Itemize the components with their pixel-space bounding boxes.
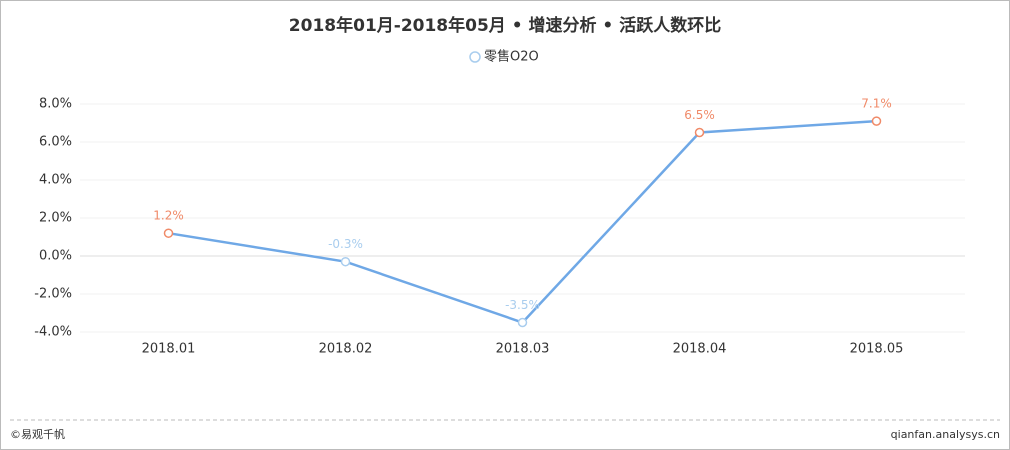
x-tick-label: 2018.02 xyxy=(319,342,373,357)
value-label: -3.5% xyxy=(505,298,540,312)
value-label: -0.3% xyxy=(328,237,363,251)
value-label: 7.1% xyxy=(861,97,892,111)
y-tick-label: 6.0% xyxy=(39,135,72,150)
point xyxy=(517,317,528,328)
legend-label: 零售O2O xyxy=(484,49,539,65)
footer-left: ©易观千帆 xyxy=(10,427,65,441)
y-tick-label: -4.0% xyxy=(34,325,72,340)
point xyxy=(163,228,174,238)
point xyxy=(871,116,882,126)
y-tick-label: 2.0% xyxy=(39,211,72,226)
x-tick-label: 2018.04 xyxy=(673,342,727,357)
y-tick-label: 8.0% xyxy=(39,97,72,112)
value-label: 1.2% xyxy=(153,209,184,223)
point xyxy=(340,256,351,267)
x-tick-label: 2018.01 xyxy=(142,342,196,357)
footer-right: qianfan.analysys.cn xyxy=(891,428,1000,441)
y-tick-label: 4.0% xyxy=(39,173,72,188)
point xyxy=(694,127,705,138)
legend-marker xyxy=(469,51,481,63)
x-tick-label: 2018.03 xyxy=(496,342,550,357)
y-tick-label: 0.0% xyxy=(39,249,72,264)
y-tick-label: -2.0% xyxy=(34,287,72,302)
x-tick-label: 2018.05 xyxy=(850,342,904,357)
value-label: 6.5% xyxy=(684,108,715,122)
chart-title: 2018年01月-2018年05月 • 增速分析 • 活跃人数环比 xyxy=(289,15,721,36)
